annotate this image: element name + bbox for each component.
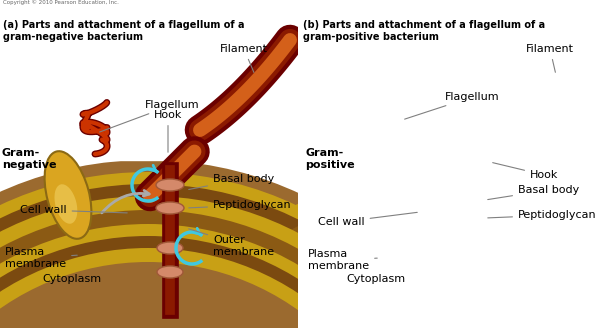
Text: Cell wall: Cell wall	[20, 205, 127, 215]
Text: Cell wall: Cell wall	[318, 212, 417, 227]
Wedge shape	[118, 190, 600, 328]
Wedge shape	[98, 170, 600, 328]
Text: Basal body: Basal body	[488, 185, 579, 199]
Text: Flagellum: Flagellum	[100, 100, 200, 132]
Ellipse shape	[156, 202, 184, 214]
Wedge shape	[0, 196, 472, 328]
Ellipse shape	[44, 151, 91, 239]
Ellipse shape	[455, 192, 481, 204]
Text: Copyright © 2010 Pearson Education, Inc.: Copyright © 2010 Pearson Education, Inc.	[3, 0, 119, 5]
Ellipse shape	[156, 179, 184, 191]
Ellipse shape	[157, 242, 183, 254]
Bar	[302, 0, 304, 328]
Text: Gram-
negative: Gram- negative	[2, 148, 56, 170]
Text: Flagellum: Flagellum	[404, 92, 500, 119]
Text: Outer
membrane: Outer membrane	[188, 229, 274, 256]
Text: Peptidoglycan: Peptidoglycan	[488, 210, 596, 220]
Text: Plasma
membrane: Plasma membrane	[308, 249, 377, 271]
Wedge shape	[88, 160, 600, 328]
Wedge shape	[190, 262, 600, 328]
Wedge shape	[152, 224, 600, 328]
Ellipse shape	[364, 175, 383, 212]
Wedge shape	[0, 160, 508, 328]
Text: (a) Parts and attachment of a flagellum of a
gram-negative bacterium: (a) Parts and attachment of a flagellum …	[3, 20, 245, 42]
Wedge shape	[0, 236, 432, 328]
Text: Filament: Filament	[220, 44, 268, 72]
Wedge shape	[0, 262, 406, 328]
Bar	[0, 0, 300, 328]
Wedge shape	[164, 236, 600, 328]
Wedge shape	[0, 210, 458, 328]
Text: Gram-
positive: Gram- positive	[305, 148, 355, 170]
Ellipse shape	[356, 145, 394, 225]
Text: (b) Parts and attachment of a flagellum of a
gram-positive bacterium: (b) Parts and attachment of a flagellum …	[303, 20, 545, 42]
Wedge shape	[0, 248, 420, 328]
Wedge shape	[0, 172, 496, 328]
Text: Basal body: Basal body	[189, 174, 274, 190]
Bar	[298, 0, 600, 328]
Text: Cytoplasm: Cytoplasm	[346, 274, 405, 284]
Bar	[302, 0, 600, 328]
Ellipse shape	[55, 184, 77, 224]
Bar	[598, 0, 600, 328]
Text: Peptidoglycan: Peptidoglycan	[189, 200, 292, 210]
Text: Cytoplasm: Cytoplasm	[42, 274, 101, 284]
Text: Hook: Hook	[493, 163, 559, 180]
Ellipse shape	[157, 266, 183, 278]
Wedge shape	[0, 224, 444, 328]
Ellipse shape	[456, 256, 480, 268]
Wedge shape	[0, 184, 484, 328]
Wedge shape	[176, 248, 600, 328]
Text: Plasma
membrane: Plasma membrane	[5, 247, 77, 269]
Text: Hook: Hook	[154, 110, 182, 152]
Text: Filament: Filament	[526, 44, 574, 72]
